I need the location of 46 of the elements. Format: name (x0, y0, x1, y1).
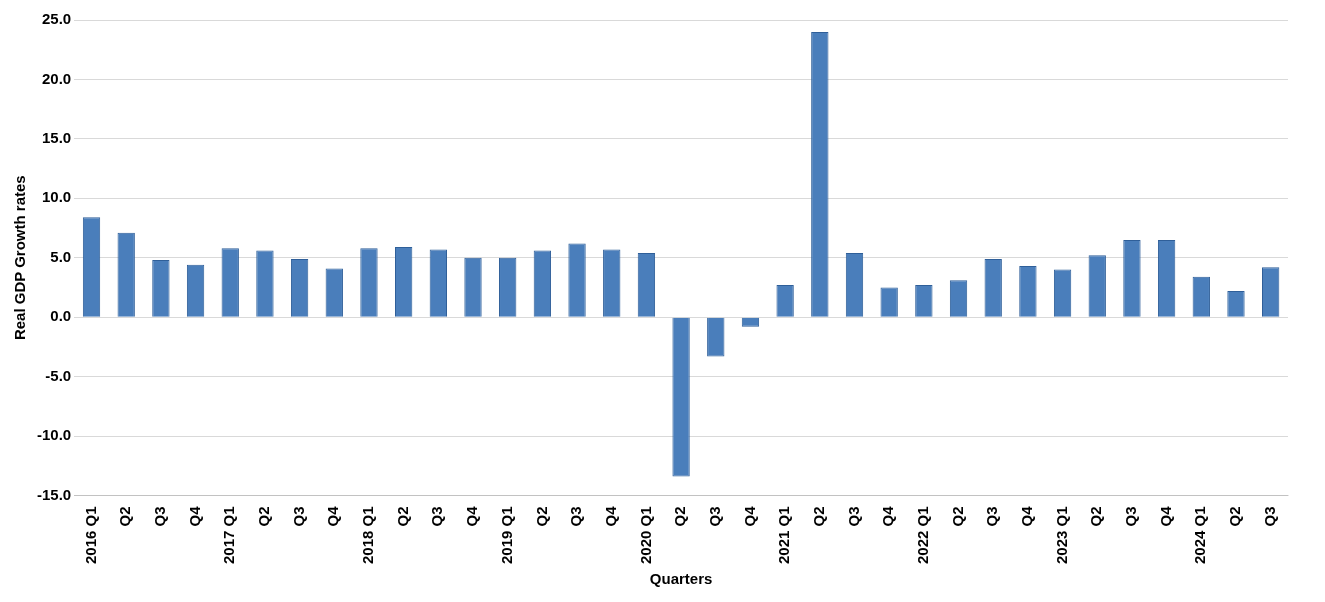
x-tick-label: Q3 (428, 506, 446, 527)
x-tick-label: Q3 (1122, 506, 1140, 527)
x-tick-label: 2021 Q1 (775, 506, 793, 564)
y-tick-label: 20.0 (41, 69, 72, 87)
x-tick-label: Q4 (879, 505, 897, 527)
x-tick-label: Q4 (324, 505, 342, 527)
x-tick-label: Q2 (393, 506, 411, 527)
x-tick-label: Q2 (532, 506, 550, 527)
x-tick-label: 2023 Q1 (1052, 506, 1070, 564)
y-tick-label: 10.0 (41, 188, 72, 206)
x-tick-label: Q4 (185, 505, 203, 527)
y-tick-label: 0.0 (50, 307, 72, 325)
x-tick-label: Q2 (809, 506, 827, 527)
x-tick-label: 2019 Q1 (497, 506, 515, 564)
x-tick-label: Q2 (116, 506, 134, 527)
x-tick-label: 2018 Q1 (359, 506, 377, 564)
x-tick-label: Q3 (983, 506, 1001, 527)
y-tick-label: 15.0 (41, 129, 72, 146)
x-tick-label: 2022 Q1 (914, 506, 931, 564)
y-tick-label: 5.0 (50, 247, 72, 265)
y-tick-label: 25.0 (41, 10, 72, 28)
x-tick-label: Q3 (705, 506, 723, 527)
x-tick-label: 2024 Q1 (1191, 506, 1209, 564)
x-tick-label: Q3 (289, 506, 307, 527)
x-tick-label: Q4 (1156, 505, 1174, 527)
x-tick-label: Q3 (1260, 506, 1278, 527)
x-tick-label: 2016 Q1 (81, 506, 99, 564)
x-tick-label: Q3 (567, 506, 585, 527)
y-tick-label: -15.0 (36, 485, 72, 503)
y-tick-label: -10.0 (36, 426, 72, 444)
y-tick-label: -5.0 (45, 366, 72, 384)
x-axis-title: Quarters (649, 570, 713, 588)
y-axis-title: Real GDP Growth rates (11, 175, 29, 341)
x-tick-label: Q3 (844, 506, 862, 527)
x-tick-label: Q2 (1087, 506, 1105, 527)
x-tick-label: Q4 (463, 505, 481, 527)
x-tick-label: Q2 (948, 506, 966, 527)
x-tick-label: Q2 (255, 506, 273, 527)
x-tick-label: Q4 (1018, 505, 1036, 527)
x-tick-label: 2017 Q1 (220, 506, 238, 564)
x-tick-label: Q2 (1226, 506, 1244, 527)
x-tick-label: Q2 (671, 506, 689, 527)
x-tick-label: Q4 (601, 505, 619, 527)
x-tick-label: Q4 (740, 505, 758, 527)
x-tick-label: Q3 (151, 506, 169, 527)
x-tick-label: 2020 Q1 (636, 506, 654, 564)
